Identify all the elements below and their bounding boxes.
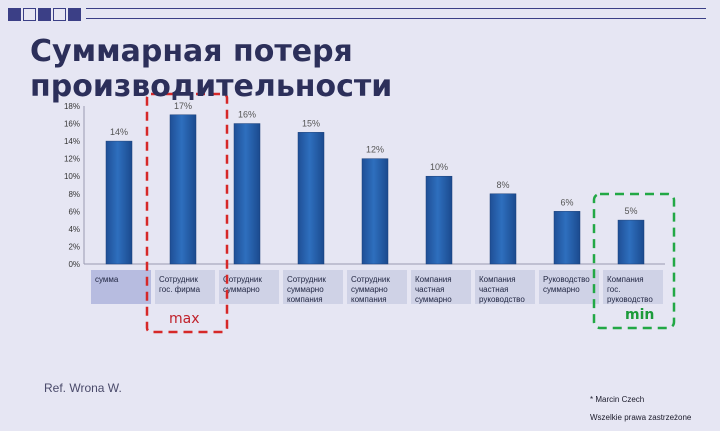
data-label: 14%	[110, 127, 128, 137]
header-decoration	[8, 8, 708, 30]
y-tick-label: 18%	[64, 102, 80, 111]
category-label: Сотрудник суммарно	[219, 270, 279, 304]
data-label: 15%	[302, 118, 320, 128]
y-tick-label: 8%	[68, 190, 80, 199]
data-label: 5%	[624, 206, 637, 216]
data-label: 10%	[430, 162, 448, 172]
bar	[553, 211, 581, 265]
bar	[169, 114, 197, 265]
slide-title: Суммарная потеря производительности	[30, 34, 393, 104]
data-label: 17%	[174, 101, 192, 111]
y-tick-label: 10%	[64, 172, 80, 181]
y-tick-label: 2%	[68, 242, 80, 251]
category-label: сумма	[91, 270, 151, 304]
header-square	[8, 8, 21, 21]
header-square	[68, 8, 81, 21]
bar	[489, 193, 517, 265]
copyright-rights: Wszelkie prawa zastrzeżone	[590, 413, 692, 422]
y-tick-label: 12%	[64, 155, 80, 164]
bar	[105, 140, 133, 265]
header-square	[38, 8, 51, 21]
y-tick-label: 4%	[68, 225, 80, 234]
y-tick-label: 6%	[68, 207, 80, 216]
data-label: 12%	[366, 145, 384, 155]
min-annotation: min	[625, 307, 655, 323]
slide: Суммарная потеря производительности 0% 2%…	[8, 8, 708, 422]
bar	[233, 123, 261, 265]
category-label: Сотрудник гос. фирма	[155, 270, 215, 304]
category-label: Сотрудник суммарно компания	[283, 270, 343, 304]
y-tick-label: 0%	[68, 260, 80, 269]
min-highlight-frame	[592, 192, 676, 330]
max-annotation: max	[169, 311, 200, 327]
category-label: Сотрудник суммарно компания	[347, 270, 407, 304]
header-rule	[86, 8, 706, 19]
bar	[297, 132, 325, 265]
bar	[361, 158, 389, 265]
y-tick-label: 14%	[64, 137, 80, 146]
data-label: 6%	[560, 197, 573, 207]
y-tick-label: 16%	[64, 120, 80, 129]
category-label: Компания частная руководство	[475, 270, 535, 304]
header-square	[23, 8, 36, 21]
max-highlight-frame	[145, 92, 229, 334]
header-square	[53, 8, 66, 21]
category-label: Компания частная суммарно	[411, 270, 471, 304]
bar	[617, 219, 645, 265]
data-label: 8%	[496, 180, 509, 190]
copyright-author: * Marcin Czech	[590, 395, 645, 404]
bar-chart: 0% 2% 4% 6% 8% 10% 12% 14% 16% 18% 14% 17% 16% 15% 12%…	[64, 92, 676, 334]
data-label: 16%	[238, 110, 256, 120]
category-label: Руководство суммарно	[539, 270, 599, 304]
reference-text: Ref. Wrona W.	[44, 381, 122, 395]
category-label: Компания гос. руководство	[603, 270, 663, 304]
bar	[425, 175, 453, 265]
